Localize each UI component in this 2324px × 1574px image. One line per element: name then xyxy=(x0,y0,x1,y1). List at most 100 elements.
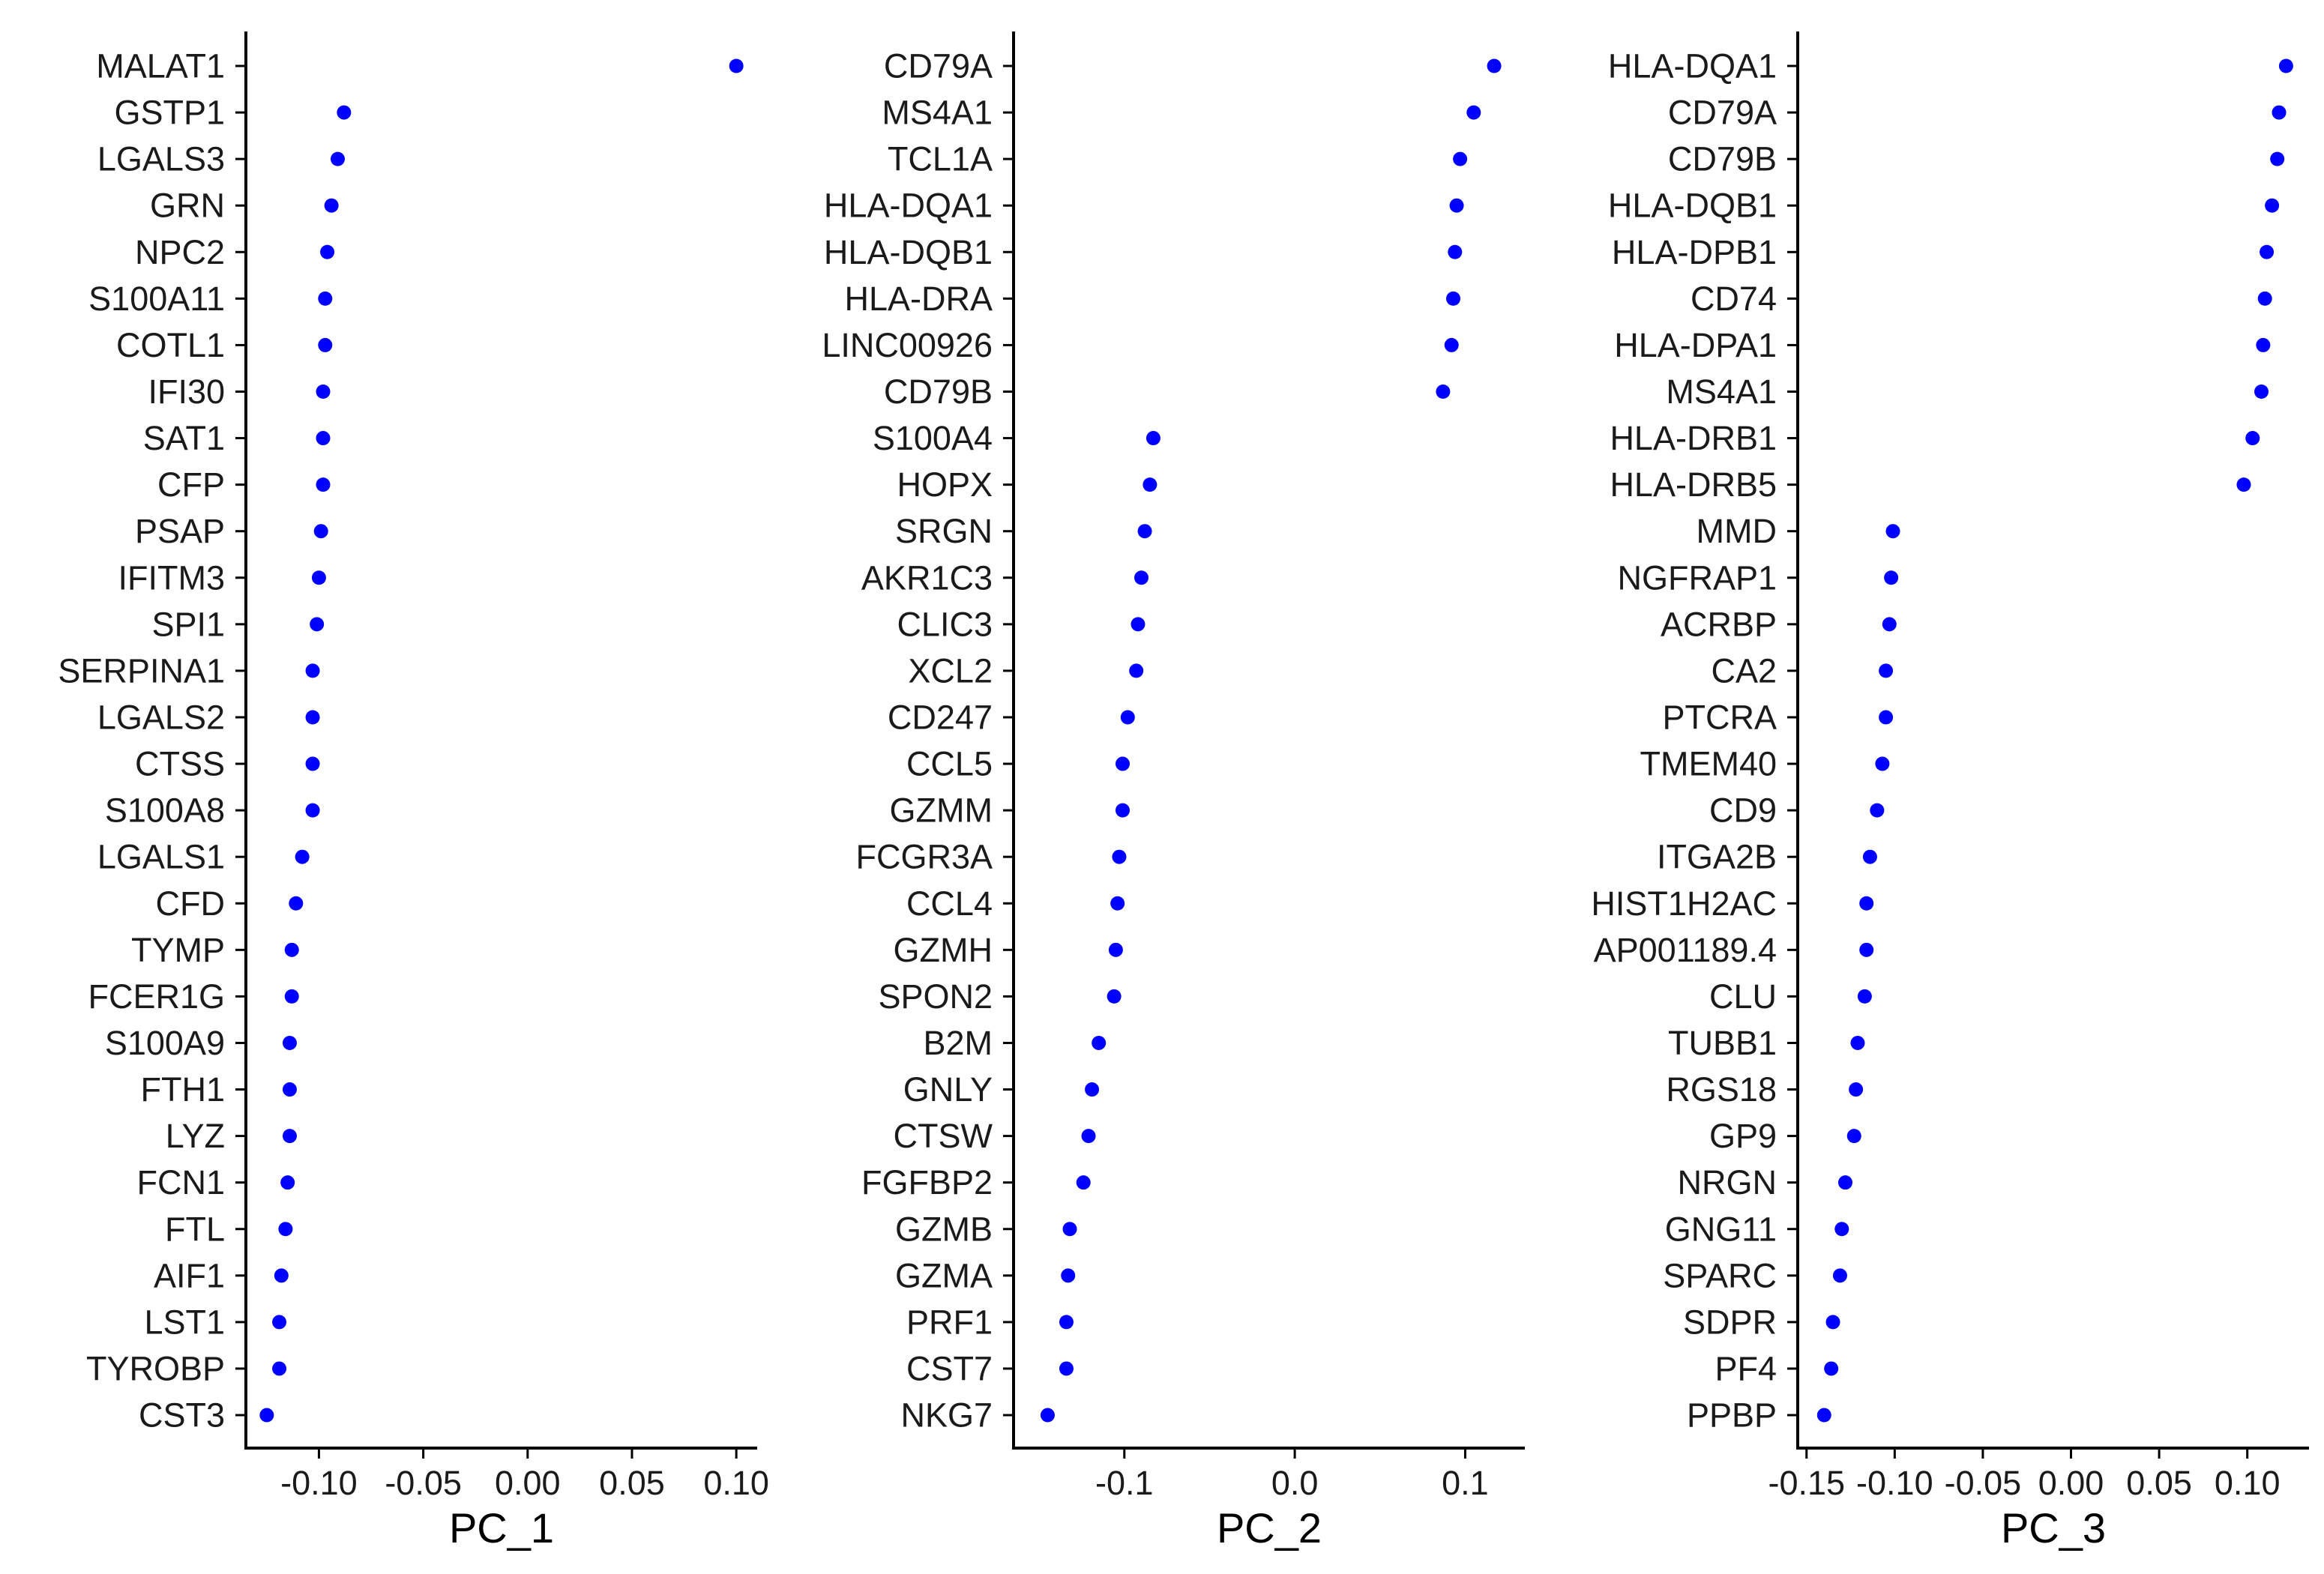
gene-label: CTSS xyxy=(135,745,225,783)
data-point xyxy=(1446,291,1461,306)
gene-label: GZMM xyxy=(890,791,993,830)
gene-label: LST1 xyxy=(144,1303,225,1341)
x-tick-label: -0.10 xyxy=(280,1464,358,1502)
data-point xyxy=(1112,849,1127,864)
gene-label: NRGN xyxy=(1678,1163,1777,1201)
gene-label: NKG7 xyxy=(900,1396,993,1435)
data-point xyxy=(2278,58,2293,73)
data-point xyxy=(330,151,345,166)
data-point xyxy=(2256,337,2271,352)
gene-label: HIST1H2AC xyxy=(1591,884,1777,923)
gene-label: MMD xyxy=(1697,512,1777,550)
gene-label: PPBP xyxy=(1687,1396,1777,1435)
gene-label: GRN xyxy=(150,187,225,225)
gene-label: CLIC3 xyxy=(897,605,993,643)
data-point xyxy=(1115,803,1130,818)
data-point xyxy=(311,570,326,585)
data-point xyxy=(2245,431,2260,446)
x-axis-title: PC_3 xyxy=(2001,1504,2106,1552)
x-tick-label: 0.00 xyxy=(2038,1464,2104,1502)
gene-label: CLU xyxy=(1709,977,1777,1016)
data-point xyxy=(316,477,331,492)
gene-label: TUBB1 xyxy=(1668,1024,1777,1062)
gene-label: CD9 xyxy=(1709,791,1777,830)
data-point xyxy=(318,337,333,352)
x-tick-label: 0.0 xyxy=(1271,1464,1319,1502)
gene-label: PTCRA xyxy=(1662,698,1777,736)
gene-label: GZMA xyxy=(895,1256,993,1294)
data-point xyxy=(1816,1408,1831,1423)
data-point xyxy=(1076,1175,1091,1190)
gene-label: S100A4 xyxy=(873,419,993,457)
gene-label: CD79A xyxy=(1668,94,1777,132)
gene-label: CST3 xyxy=(139,1396,225,1435)
gene-label: TCL1A xyxy=(888,140,993,178)
data-point xyxy=(1832,1268,1847,1283)
data-point xyxy=(280,1175,295,1190)
x-tick-label: -0.05 xyxy=(385,1464,462,1502)
gene-label: MS4A1 xyxy=(882,94,993,132)
panel-3: HLA-DQA1 CD79A CD79B HLA-DQB1 HLA-DPB1 CD74 HL… xyxy=(1591,31,2309,1552)
data-point xyxy=(1885,524,1900,539)
data-point xyxy=(2254,384,2269,399)
data-point xyxy=(1444,337,1459,352)
data-point xyxy=(313,524,328,539)
data-point xyxy=(1824,1361,1839,1376)
data-point xyxy=(1143,477,1158,492)
data-point xyxy=(1453,151,1468,166)
gene-label: CA2 xyxy=(1711,651,1777,690)
gene-label: PSAP xyxy=(135,512,225,550)
gene-label: HLA-DQA1 xyxy=(1608,47,1777,85)
x-tick-label: 0.10 xyxy=(703,1464,769,1502)
gene-label: LINC00926 xyxy=(822,326,993,364)
data-point xyxy=(1859,896,1874,911)
gene-label: ACRBP xyxy=(1661,605,1777,643)
gene-label: S100A8 xyxy=(105,791,225,830)
gene-label: AP001189.4 xyxy=(1594,931,1777,969)
gene-label: SERPINA1 xyxy=(58,651,225,690)
panel-2: CD79A MS4A1 TCL1A HLA-DQA1 HLA-DQB1 HLA-DRA LI… xyxy=(822,31,1525,1552)
data-point xyxy=(729,58,744,73)
data-point xyxy=(284,942,299,957)
data-point xyxy=(1059,1361,1074,1376)
gene-label: CTSW xyxy=(894,1117,993,1155)
data-point xyxy=(1134,570,1149,585)
gene-label: PF4 xyxy=(1715,1349,1777,1387)
data-point xyxy=(2236,477,2251,492)
data-point xyxy=(1108,942,1123,957)
x-tick-label: 0.05 xyxy=(2126,1464,2192,1502)
x-tick-label: -0.10 xyxy=(1856,1464,1933,1502)
gene-label: PRF1 xyxy=(906,1303,993,1341)
gene-label: CD79A xyxy=(884,47,993,85)
data-point xyxy=(1120,710,1135,725)
gene-label: TYMP xyxy=(131,931,225,969)
gene-label: SAT1 xyxy=(143,419,225,457)
data-point xyxy=(282,1082,297,1097)
gene-label: CD79B xyxy=(884,373,993,411)
gene-label: FTH1 xyxy=(141,1070,226,1109)
gene-label: IFITM3 xyxy=(118,558,226,597)
x-tick-label: -0.05 xyxy=(1945,1464,2022,1502)
data-point xyxy=(1487,58,1502,73)
gene-label: NPC2 xyxy=(135,233,225,271)
gene-label: GZMB xyxy=(895,1210,993,1248)
data-point xyxy=(1092,1035,1107,1050)
gene-label: FGFBP2 xyxy=(861,1163,993,1201)
data-point xyxy=(1859,942,1874,957)
gene-label: ITGA2B xyxy=(1657,838,1777,876)
data-point xyxy=(324,198,339,213)
gene-label: FCGR3A xyxy=(855,838,993,876)
data-point xyxy=(1115,756,1130,771)
data-point xyxy=(305,710,320,725)
gene-label: LYZ xyxy=(166,1117,225,1155)
gene-label: CD247 xyxy=(888,698,993,736)
data-point xyxy=(1081,1129,1096,1144)
gene-label: SPARC xyxy=(1663,1256,1777,1294)
data-point xyxy=(2257,291,2272,306)
gene-label: LGALS3 xyxy=(97,140,225,178)
data-point xyxy=(1857,989,1872,1004)
data-point xyxy=(1059,1315,1074,1330)
data-point xyxy=(274,1268,289,1283)
data-point xyxy=(1110,896,1125,911)
gene-label: FCN1 xyxy=(136,1163,225,1201)
